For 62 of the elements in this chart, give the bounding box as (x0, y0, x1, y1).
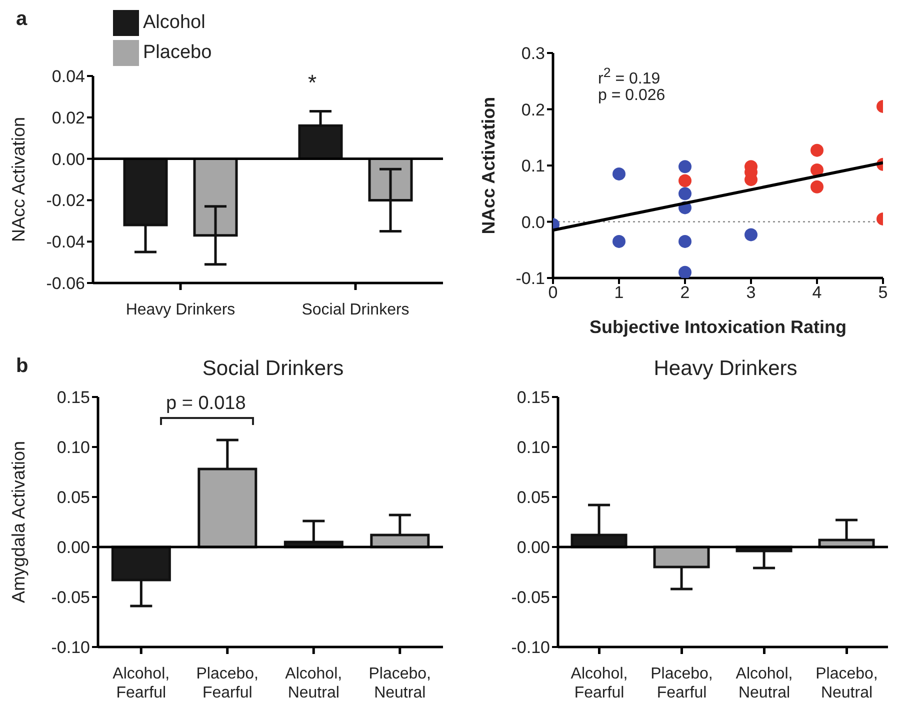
y-tick-label: 0.0 (521, 212, 545, 232)
annotation: p = 0.026 (598, 87, 666, 105)
point (678, 160, 692, 174)
x-tick-label: Placebo, Fearful (196, 665, 259, 702)
annotation: * (308, 70, 317, 96)
y-axis-title: NAcc Activation (478, 96, 498, 234)
y-tick-label: 0.00 (516, 538, 550, 558)
x-tick-label: Alcohol, Fearful (570, 665, 628, 702)
point (678, 234, 692, 248)
y-tick-label: 0.04 (52, 67, 85, 86)
y-tick-label: 0.2 (521, 100, 545, 120)
x-tick-label: Alcohol, Fearful (112, 665, 170, 702)
x-tick-label: 4 (812, 283, 822, 302)
legend-label: Placebo (143, 42, 212, 63)
y-axis-title: NAcc Activation (8, 116, 28, 242)
point (678, 266, 692, 278)
y-tick-label: 0.15 (56, 388, 90, 408)
y-tick-label: 0.3 (521, 44, 545, 64)
annotation: r$^{2}$ = 0.19 (598, 65, 660, 88)
point (810, 144, 824, 157)
y-tick-label: 0.10 (516, 438, 550, 458)
text: b (16, 355, 28, 378)
x-tick-label: 0 (548, 283, 558, 302)
y-tick-label: -0.05 (51, 588, 90, 608)
point (744, 228, 758, 242)
y-tick-label: -0.10 (511, 638, 550, 658)
legend-label: Alcohol (143, 12, 206, 33)
x-tick-label: 1 (614, 283, 624, 302)
y-tick-label: 0.15 (516, 388, 550, 408)
x-tick-label: Placebo, Fearful (650, 665, 713, 702)
y-tick-label: 0.00 (56, 538, 90, 558)
y-tick-label: -0.06 (46, 274, 85, 294)
point (810, 180, 824, 194)
x-tick-label: Alcohol, Neutral (285, 665, 342, 702)
annotation: p = 0.018 (166, 393, 246, 415)
y-tick-label: 0.1 (521, 156, 545, 176)
x-tick-label: Placebo, Neutral (816, 665, 878, 702)
y-tick-label: -0.1 (516, 269, 545, 288)
y-tick-label: -0.10 (51, 638, 90, 658)
point (810, 164, 824, 176)
y-tick-label: 0.02 (52, 108, 85, 128)
x-tick-label: Alcohol, Neutral (736, 665, 793, 702)
y-tick-label: 0.05 (516, 488, 550, 508)
point (678, 187, 692, 200)
x-tick-label: 5 (878, 283, 888, 302)
x-tick-label: 3 (746, 283, 756, 302)
chart-title: Social Drinkers (202, 357, 344, 380)
text: a (16, 8, 28, 31)
y-tick-label: 0.00 (52, 150, 85, 169)
point (612, 167, 626, 180)
point (612, 234, 626, 248)
x-tick-label: Placebo, Neutral (368, 665, 432, 702)
y-axis-title: Amygdala Activation (8, 440, 28, 604)
y-tick-label: -0.05 (511, 588, 550, 608)
y-tick-label: -0.02 (46, 191, 85, 210)
y-tick-label: -0.04 (46, 232, 85, 252)
point (678, 174, 692, 188)
x-tick-label: 2 (680, 283, 690, 302)
x-axis-title: Subjective Intoxication Rating (589, 317, 847, 337)
y-tick-label: 0.10 (56, 438, 90, 458)
y-tick-label: 0.05 (56, 488, 90, 508)
chart-title: Heavy Drinkers (652, 356, 798, 382)
